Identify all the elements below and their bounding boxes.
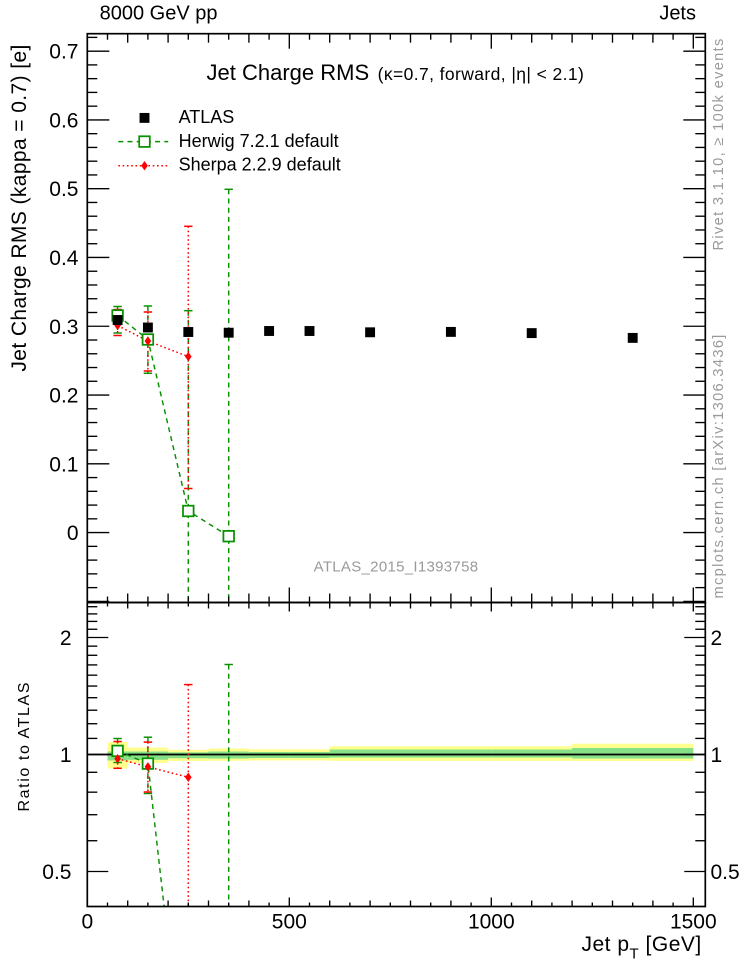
svg-text:1: 1 [60, 744, 72, 767]
svg-text:Jets: Jets [659, 3, 696, 25]
svg-text:1500: 1500 [670, 911, 717, 934]
svg-text:Ratio to ATLAS: Ratio to ATLAS [16, 681, 33, 812]
svg-text:2: 2 [711, 627, 723, 650]
svg-text:0.1: 0.1 [49, 453, 78, 476]
svg-text:(κ=0.7, forward, |η| < 2.1): (κ=0.7, forward, |η| < 2.1) [378, 64, 585, 84]
svg-text:1: 1 [711, 744, 723, 767]
svg-text:8000 GeV pp: 8000 GeV pp [100, 3, 218, 25]
svg-text:ATLAS: ATLAS [179, 107, 235, 127]
svg-text:0.6: 0.6 [49, 109, 78, 132]
svg-text:mcplots.cern.ch [arXiv:1306.34: mcplots.cern.ch [arXiv:1306.3436] [711, 333, 727, 598]
svg-text:0.2: 0.2 [49, 385, 78, 408]
svg-text:Rivet 3.1.10, ≥ 100k events: Rivet 3.1.10, ≥ 100k events [711, 37, 727, 250]
svg-text:500: 500 [272, 911, 307, 934]
svg-text:0.4: 0.4 [49, 247, 79, 270]
svg-text:Sherpa 2.2.9 default: Sherpa 2.2.9 default [179, 155, 341, 175]
svg-text:0.5: 0.5 [42, 861, 71, 884]
svg-text:1000: 1000 [468, 911, 515, 934]
svg-text:Herwig 7.2.1 default: Herwig 7.2.1 default [179, 131, 339, 151]
svg-text:0.3: 0.3 [49, 316, 78, 339]
svg-text:0: 0 [67, 522, 79, 545]
svg-text:0.5: 0.5 [711, 861, 740, 884]
svg-text:0.7: 0.7 [49, 41, 78, 64]
svg-text:0: 0 [81, 911, 93, 934]
svg-text:ATLAS_2015_I1393758: ATLAS_2015_I1393758 [314, 559, 479, 576]
svg-text:2: 2 [60, 627, 72, 650]
svg-text:Jet Charge RMS: Jet Charge RMS [207, 60, 370, 85]
svg-text:Jet Charge RMS (kappa = 0.7) [: Jet Charge RMS (kappa = 0.7) [e] [8, 44, 31, 371]
svg-text:0.5: 0.5 [49, 178, 78, 201]
